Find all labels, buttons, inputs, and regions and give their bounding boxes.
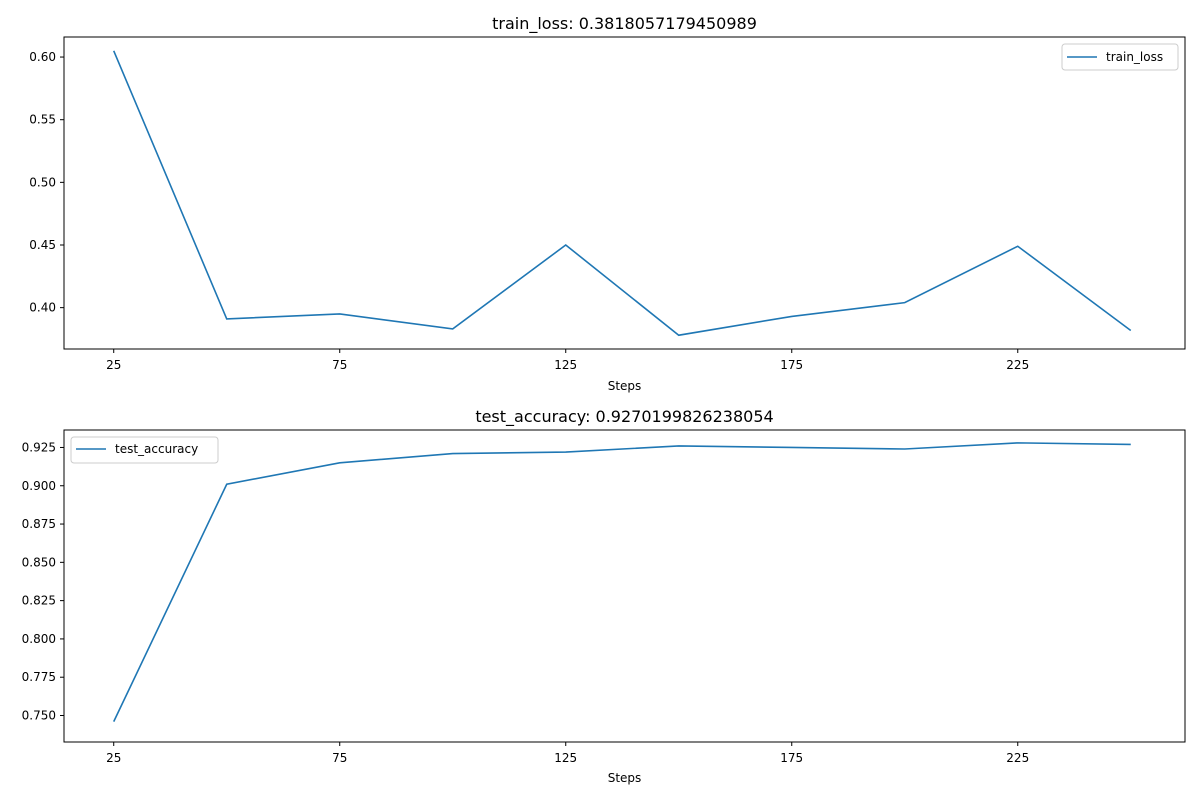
test-accuracy-x-tick-label: 175 [780,751,803,765]
train-loss-x-tick-label: 25 [106,358,121,372]
train-loss-y-tick-label: 0.55 [29,113,56,127]
train-loss-legend: train_loss [1061,43,1179,71]
train-loss-x-tick-label: 75 [332,358,347,372]
test-accuracy-y-tick-label: 0.875 [22,517,56,531]
train-loss-subplot: train_loss: 0.3818057179450989 25 75 125 17… [29,14,1186,393]
train-loss-x-tick-label: 225 [1006,358,1029,372]
test-accuracy-legend-label: test_accuracy [115,442,198,456]
train-loss-x-axis-label: Steps [608,379,642,393]
train-loss-y-tick-label: 0.45 [29,238,56,252]
train-loss-ticks: 25 75 125 175 225 0.40 0.45 0.50 0.55 0.60 [29,50,1029,372]
train-loss-axes-frame [63,36,1186,350]
test-accuracy-x-tick-label: 75 [332,751,347,765]
test-accuracy-axes-frame [63,429,1186,743]
test-accuracy-legend-box [70,436,219,464]
test-accuracy-x-tick-label: 25 [106,751,121,765]
train-loss-x-tick-label: 175 [780,358,803,372]
test-accuracy-y-tick-label: 0.825 [22,594,56,608]
test-accuracy-ticks: 25 75 125 175 225 0.750 0.775 0.800 0.825 0.850 0.… [22,440,1030,765]
test-accuracy-title: test_accuracy: 0.9270199826238054 [475,407,773,427]
test-accuracy-y-tick-label: 0.925 [22,440,56,454]
test-accuracy-y-tick-label: 0.775 [22,670,56,684]
train-loss-x-tick-label: 125 [554,358,577,372]
test-accuracy-series-line [112,442,1131,722]
test-accuracy-x-tick-label: 225 [1006,751,1029,765]
train-loss-series-line [112,50,1132,337]
test-accuracy-y-tick-label: 0.850 [22,555,56,569]
test-accuracy-legend: test_accuracy [70,436,219,464]
test-accuracy-x-axis-label: Steps [608,771,642,785]
train-loss-legend-box [1061,43,1179,71]
test-accuracy-subplot: test_accuracy: 0.9270199826238054 25 75 12… [22,407,1186,785]
test-accuracy-y-tick-label: 0.800 [22,632,56,646]
train-loss-y-tick-label: 0.50 [29,175,56,189]
train-loss-title: train_loss: 0.3818057179450989 [492,14,757,34]
test-accuracy-x-tick-label: 125 [554,751,577,765]
test-accuracy-y-tick-label: 0.750 [22,709,56,723]
train-loss-y-tick-label: 0.60 [29,50,56,64]
test-accuracy-y-tick-label: 0.900 [22,479,56,493]
train-loss-y-tick-label: 0.40 [29,301,56,315]
train-loss-legend-label: train_loss [1106,50,1163,64]
